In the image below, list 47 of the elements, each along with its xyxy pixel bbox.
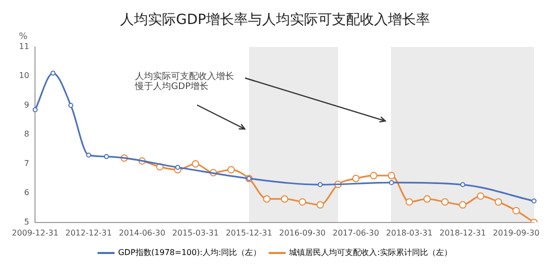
chart-title: 人均实际GDP增长率与人均实际可支配收入增长率 xyxy=(120,12,430,28)
y-tick-label: 11 xyxy=(18,42,30,51)
point xyxy=(86,152,92,158)
point xyxy=(50,70,56,76)
point xyxy=(68,102,74,108)
legend-label: GDP指数(1978=100):人均:同比（左） xyxy=(118,248,262,258)
point xyxy=(32,107,38,112)
x-tick-label: 2018-12-31 xyxy=(439,228,486,238)
point xyxy=(318,182,323,188)
point xyxy=(280,195,288,203)
point xyxy=(370,172,378,180)
x-tick-label: 2009-12-31 xyxy=(12,228,58,238)
point xyxy=(175,164,180,170)
point xyxy=(459,201,466,209)
x-tick-label: 2017-06-30 xyxy=(332,228,380,238)
y-tick-label: 7 xyxy=(24,158,30,168)
point xyxy=(441,198,449,206)
point xyxy=(104,154,109,160)
point xyxy=(263,195,270,203)
point xyxy=(227,166,235,174)
y-tick-label: 5 xyxy=(24,217,30,226)
point xyxy=(316,201,324,209)
x-tick-label: 2014-06-30 xyxy=(118,228,166,238)
point xyxy=(494,198,502,206)
point xyxy=(423,195,431,203)
point xyxy=(512,206,520,214)
point xyxy=(476,192,484,200)
point xyxy=(460,182,466,188)
x-tick-label: 2015-12-31 xyxy=(226,228,272,238)
y-tick-label: 8 xyxy=(24,130,30,139)
point xyxy=(532,198,536,204)
point xyxy=(298,198,306,206)
y-tick-label: 10 xyxy=(18,71,30,80)
legend-label: 城镇居民人均可支配收入:实际累计同比（左） xyxy=(288,248,452,258)
point xyxy=(388,180,394,186)
x-tick-label: 2019-09-30 xyxy=(492,228,540,238)
point xyxy=(192,160,200,168)
y-axis-title: % xyxy=(18,32,28,42)
point xyxy=(352,174,360,182)
point xyxy=(406,198,413,206)
x-tick-label: 2015-03-31 xyxy=(172,228,219,238)
y-tick-label: 6 xyxy=(24,188,30,198)
x-tick-label: 2016-09-30 xyxy=(279,228,326,238)
y-tick-label: 9 xyxy=(24,100,30,110)
x-tick-label: 2018-03-31 xyxy=(386,228,433,238)
point xyxy=(388,172,396,180)
x-tick-label: 2012-12-31 xyxy=(65,228,112,238)
